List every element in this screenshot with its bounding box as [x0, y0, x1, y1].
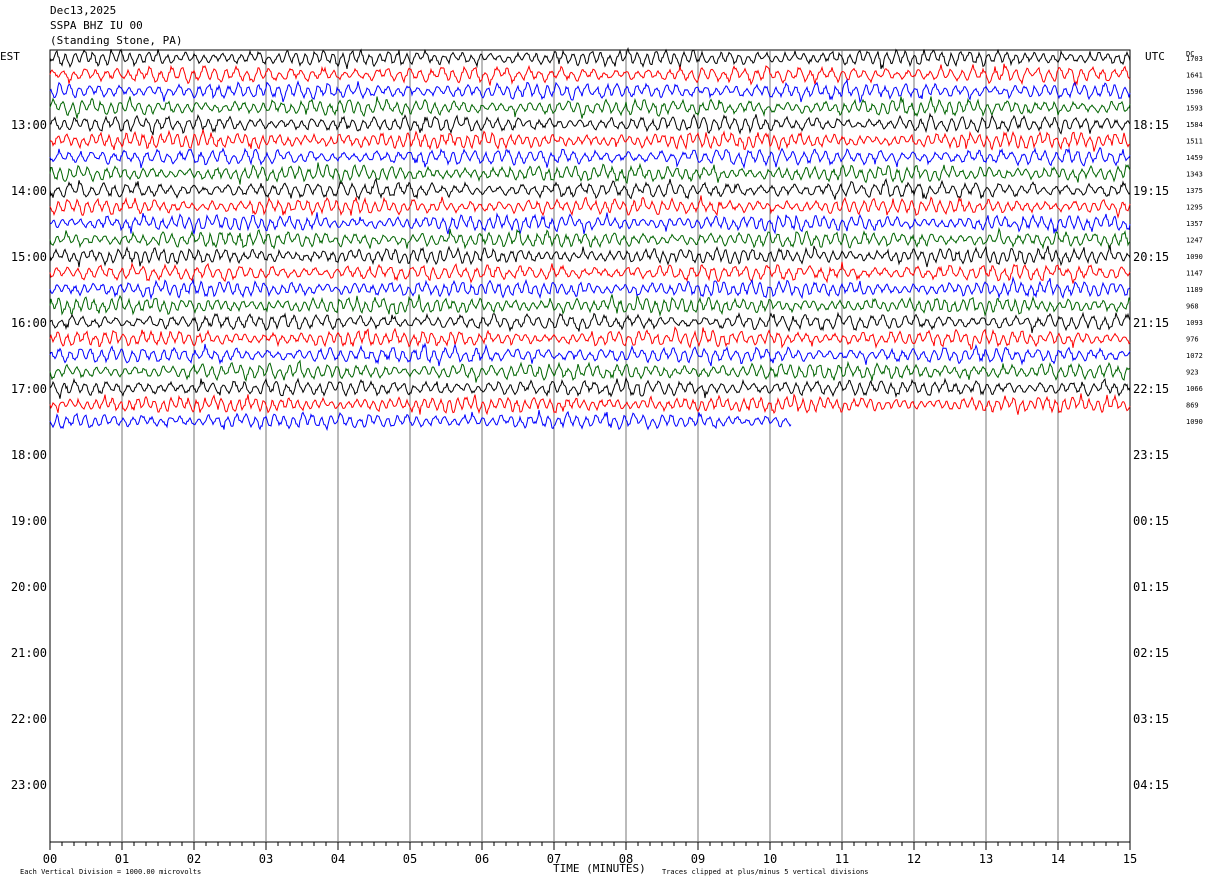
x-tick-label: 11	[835, 852, 849, 866]
x-tick-label: 05	[403, 852, 417, 866]
dc-offset-label: 1090	[1186, 418, 1203, 426]
x-tick-label: 04	[331, 852, 345, 866]
seismic-trace	[49, 195, 1131, 219]
left-hour-label: 19:00	[11, 514, 47, 528]
scale-note: Each Vertical Division = 1000.00 microvo…	[20, 868, 202, 876]
dc-offset-label: 1584	[1186, 121, 1203, 129]
seismic-trace	[49, 96, 1131, 119]
station-label: SSPA BHZ IU 00	[50, 19, 143, 32]
left-hour-label: 22:00	[11, 712, 47, 726]
seismic-trace	[49, 294, 1131, 317]
right-zone-label: UTC	[1145, 50, 1165, 63]
seismic-trace	[49, 409, 792, 432]
x-axis-title: TIME (MINUTES)	[553, 862, 646, 875]
seismic-trace	[49, 63, 1131, 86]
location-label: (Standing Stone, PA)	[50, 34, 183, 47]
right-hour-label: 20:15	[1133, 250, 1169, 264]
left-hour-label: 23:00	[11, 778, 47, 792]
dc-offset-label: 1093	[1186, 319, 1203, 327]
seismic-trace	[49, 342, 1131, 367]
dc-offset-label: 1090	[1186, 253, 1203, 261]
x-tick-label: 07	[547, 852, 561, 866]
seismic-trace	[49, 146, 1131, 170]
seismic-trace	[49, 78, 1131, 104]
dc-offset-label: 1066	[1186, 385, 1203, 393]
right-hour-label: 23:15	[1133, 448, 1169, 462]
dc-offset-label: 1641	[1186, 72, 1203, 80]
left-hour-label: 18:00	[11, 448, 47, 462]
dc-offset-label: 968	[1186, 303, 1199, 311]
dc-offset-label: 1593	[1186, 105, 1203, 113]
seismic-trace	[49, 276, 1131, 300]
x-tick-label: 15	[1123, 852, 1137, 866]
dc-offset-label: 1247	[1186, 237, 1203, 245]
x-tick-label: 13	[979, 852, 993, 866]
seismic-trace	[49, 112, 1131, 136]
right-hour-label: 18:15	[1133, 118, 1169, 132]
x-tick-label: 12	[907, 852, 921, 866]
seismic-trace	[49, 129, 1130, 152]
plot-frame	[49, 49, 1131, 843]
dc-offset-label: 1357	[1186, 220, 1203, 228]
x-tick-label: 02	[187, 852, 201, 866]
dc-offset-label: 1703	[1186, 55, 1203, 63]
left-hour-label: 17:00	[11, 382, 47, 396]
dc-offset-label: 1147	[1186, 270, 1203, 278]
dc-offset-label: 1596	[1186, 88, 1203, 96]
dc-offset-label: 1511	[1186, 138, 1203, 146]
dc-offset-label: 1459	[1186, 154, 1203, 162]
x-tick-label: 03	[259, 852, 273, 866]
dc-offset-label: 869	[1186, 402, 1199, 410]
seismic-trace	[49, 311, 1131, 334]
dc-offset-label: 1295	[1186, 204, 1203, 212]
dc-offset-label: 1189	[1186, 286, 1203, 294]
seismic-trace	[49, 261, 1131, 284]
clip-note: Traces clipped at plus/minus 5 vertical …	[662, 868, 869, 876]
right-hour-label: 03:15	[1133, 712, 1169, 726]
left-zone-label: EST	[0, 50, 20, 63]
left-hour-label: 21:00	[11, 646, 47, 660]
seismic-trace	[49, 46, 1131, 70]
seismic-trace	[49, 177, 1131, 201]
seismic-trace	[49, 227, 1131, 251]
x-tick-label: 10	[763, 852, 777, 866]
seismic-trace	[49, 212, 1131, 235]
left-hour-label: 20:00	[11, 580, 47, 594]
seismic-trace	[49, 326, 1131, 351]
left-hour-label: 13:00	[11, 118, 47, 132]
seismic-trace	[49, 359, 1131, 383]
right-hour-label: 04:15	[1133, 778, 1169, 792]
right-hour-label: 19:15	[1133, 184, 1169, 198]
x-tick-label: 00	[43, 852, 57, 866]
dc-offset-label: 923	[1186, 369, 1199, 377]
x-tick-label: 09	[691, 852, 705, 866]
left-hour-label: 15:00	[11, 250, 47, 264]
right-hour-label: 21:15	[1133, 316, 1169, 330]
x-tick-label: 14	[1051, 852, 1065, 866]
dc-offset-label: 1343	[1186, 171, 1203, 179]
seismic-trace	[49, 393, 1131, 416]
right-hour-label: 02:15	[1133, 646, 1169, 660]
left-hour-label: 16:00	[11, 316, 47, 330]
x-tick-label: 01	[115, 852, 129, 866]
x-tick-label: 08	[619, 852, 633, 866]
right-hour-label: 01:15	[1133, 580, 1169, 594]
left-hour-label: 14:00	[11, 184, 47, 198]
dc-offset-label: 1072	[1186, 352, 1203, 360]
dc-offset-label: 1375	[1186, 187, 1203, 195]
seismic-trace	[49, 375, 1131, 399]
seismic-trace	[49, 244, 1131, 268]
date-label: Dec13,2025	[50, 4, 117, 17]
x-tick-label: 06	[475, 852, 489, 866]
seismic-trace	[49, 162, 1131, 185]
right-hour-label: 22:15	[1133, 382, 1169, 396]
dc-offset-label: 976	[1186, 336, 1199, 344]
dc-label: DC	[1186, 50, 1195, 58]
right-hour-label: 00:15	[1133, 514, 1169, 528]
